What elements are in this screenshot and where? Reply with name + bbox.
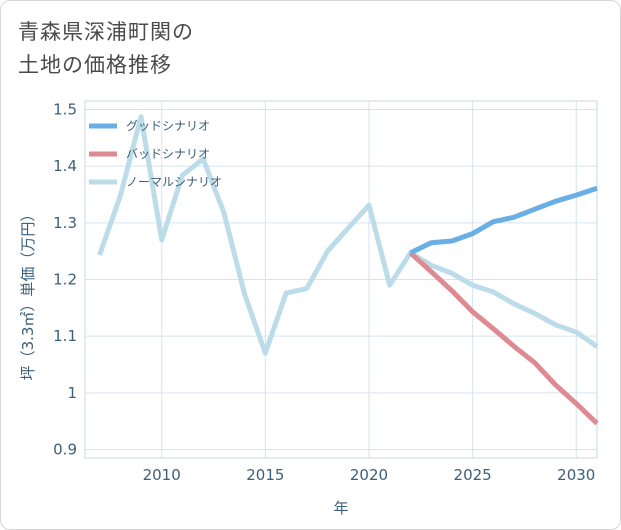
x-tick-label: 2025 xyxy=(454,466,492,484)
series-line-2 xyxy=(97,114,599,356)
x-tick-label: 2030 xyxy=(557,466,595,484)
plot-area xyxy=(84,100,598,459)
axis-ticks: 2010 2015 2020 2025 2030 0.9 1 1.1 1.2 1.3 1.4 1.5 xyxy=(53,101,595,485)
y-tick-label: 0.9 xyxy=(53,441,77,459)
y-tick-label: 1 xyxy=(67,384,77,402)
y-axis-label: 坪（3.3㎡）単価（万円） xyxy=(19,207,37,381)
chart-title-line1: 青森県深浦町関の xyxy=(18,20,194,44)
y-tick-label: 1.5 xyxy=(53,101,77,119)
grid-lines xyxy=(85,101,597,458)
series-line-0 xyxy=(409,185,598,256)
legend-label: バッドシナリオ xyxy=(126,147,210,161)
y-tick-label: 1.1 xyxy=(53,327,77,345)
x-tick-label: 2020 xyxy=(350,466,388,484)
chart-title-line2: 土地の価格推移 xyxy=(18,53,172,77)
legend-label: ノーマルシナリオ xyxy=(126,175,222,189)
chart-title: 青森県深浦町関の 土地の価格推移 xyxy=(18,16,194,82)
series-layer xyxy=(97,114,599,426)
y-tick-label: 1.2 xyxy=(53,271,77,289)
x-tick-label: 2010 xyxy=(143,466,181,484)
x-tick-label: 2015 xyxy=(246,466,284,484)
x-axis-label: 年 xyxy=(333,499,348,517)
series-line-1 xyxy=(408,251,599,426)
y-tick-label: 1.3 xyxy=(53,214,77,232)
legend-label: グッドシナリオ xyxy=(126,119,210,133)
y-tick-label: 1.4 xyxy=(53,157,77,175)
